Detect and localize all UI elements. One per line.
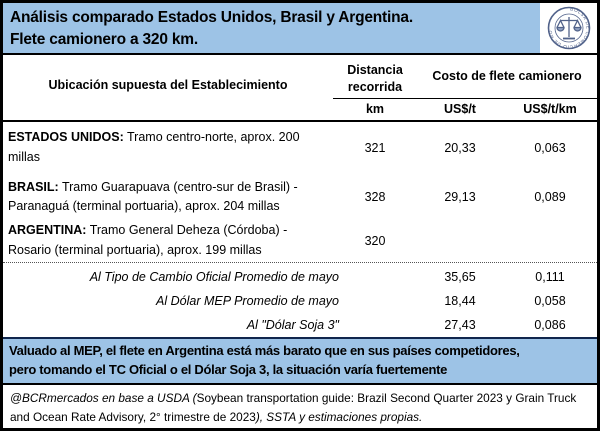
title-line-2: Flete camionero a 320 km. <box>10 30 198 48</box>
bcr-seal-icon: BOLSA DE COMERCIO DE ROSARIO <box>546 4 590 50</box>
table-row-argentina: ARGENTINA: Tramo General Deheza (Córdoba… <box>3 221 597 261</box>
ust-value: 18,44 <box>444 293 476 308</box>
conclusion-line-1: Valuado al MEP, el flete en Argentina es… <box>9 342 520 358</box>
ustkm-value: 0,089 <box>534 190 566 205</box>
table-body: ESTADOS UNIDOS: Tramo centro-norte, apro… <box>3 122 597 337</box>
table-row-usa: ESTADOS UNIDOS: Tramo centro-norte, apro… <box>3 122 597 174</box>
ust-value: 20,33 <box>444 140 476 155</box>
source-text-regular: Soybean transportation guide: Brazil Sec… <box>10 391 577 424</box>
source-text-italic: @BCRmercados en base a USDA ( <box>10 391 197 406</box>
unit-header-ustkm: US$/t/km <box>523 101 577 116</box>
exchange-rate-label: Al Dólar MEP Promedio de mayo <box>156 293 339 308</box>
subrow-dolar-soja: Al "Dólar Soja 3" 27,43 0,086 <box>3 313 597 337</box>
ust-value: 27,43 <box>444 317 476 332</box>
ustkm-value: 0,111 <box>535 269 565 284</box>
scales-icon <box>555 17 582 40</box>
subrow-tc-oficial: Al Tipo de Cambio Oficial Promedio de ma… <box>3 265 597 289</box>
route-text: Tramo centro-norte, aprox. 200 millas <box>8 130 300 164</box>
row-description: ARGENTINA: Tramo General Deheza (Córdoba… <box>3 221 333 260</box>
km-value: 320 <box>364 233 386 248</box>
page-title: Análisis comparado Estados Unidos, Brasi… <box>3 3 540 53</box>
row-description: ESTADOS UNIDOS: Tramo centro-norte, apro… <box>3 128 333 167</box>
title-band: Análisis comparado Estados Unidos, Brasi… <box>3 3 597 55</box>
exchange-rate-label: Al Tipo de Cambio Oficial Promedio de ma… <box>89 269 339 284</box>
unit-header-km: km <box>365 101 385 116</box>
table-header: Ubicación supuesta del Establecimiento D… <box>3 55 597 122</box>
km-value: 321 <box>364 140 386 155</box>
table-row-brasil: BRASIL: Tramo Guarapuava (centro-sur de … <box>3 174 597 221</box>
ustkm-value: 0,063 <box>534 140 566 155</box>
title-line-1: Análisis comparado Estados Unidos, Brasi… <box>10 9 413 26</box>
ustkm-value: 0,058 <box>534 293 566 308</box>
col-header-costo-flete: Costo de flete camionero <box>417 55 597 99</box>
source-text-italic: ), SSTA y estimaciones propias. <box>255 409 423 424</box>
col-header-ubicacion: Ubicación supuesta del Establecimiento <box>48 78 288 93</box>
ust-value: 35,65 <box>444 269 476 284</box>
exchange-rate-label: Al "Dólar Soja 3" <box>246 317 339 332</box>
unit-header-ust: US$/t <box>444 101 476 116</box>
source-footer: @BCRmercados en base a USDA (Soybean tra… <box>3 385 597 428</box>
ustkm-value: 0,086 <box>534 317 566 332</box>
col-header-distancia: Distancia recorrida <box>333 55 417 99</box>
country-label: ARGENTINA: <box>8 223 87 238</box>
country-label: ESTADOS UNIDOS: <box>8 130 124 145</box>
km-value: 328 <box>364 190 386 205</box>
conclusion-line-2: pero tomando el TC Oficial o el Dólar So… <box>9 361 448 377</box>
route-text: Tramo Guarapuava (centro-sur de Brasil) … <box>8 179 298 214</box>
row-description: BRASIL: Tramo Guarapuava (centro-sur de … <box>3 178 333 217</box>
dotted-divider <box>3 261 597 263</box>
conclusion-banner: Valuado al MEP, el flete en Argentina es… <box>3 336 597 386</box>
bcr-logo: BOLSA DE COMERCIO DE ROSARIO <box>540 3 597 53</box>
country-label: BRASIL: <box>8 179 59 194</box>
subrow-dolar-mep: Al Dólar MEP Promedio de mayo 18,44 0,05… <box>3 289 597 313</box>
ust-value: 29,13 <box>444 190 476 205</box>
route-text: Tramo General Deheza (Córdoba) - Rosario… <box>8 223 288 257</box>
